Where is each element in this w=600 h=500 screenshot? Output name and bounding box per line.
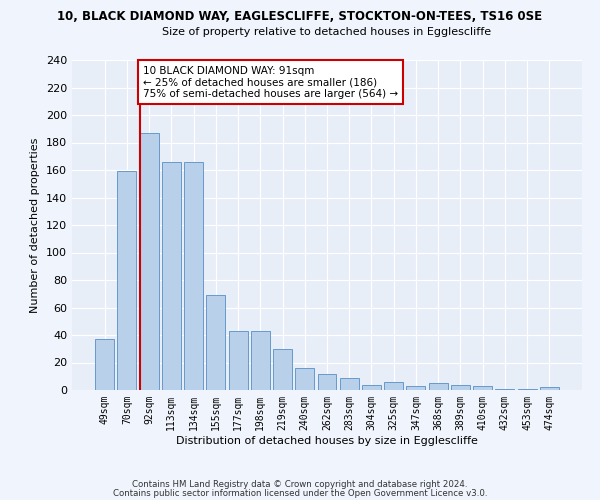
Text: 10 BLACK DIAMOND WAY: 91sqm
← 25% of detached houses are smaller (186)
75% of se: 10 BLACK DIAMOND WAY: 91sqm ← 25% of det… [143,66,398,98]
Bar [473,386,492,390]
Text: Contains HM Land Registry data © Crown copyright and database right 2024.: Contains HM Land Registry data © Crown c… [132,480,468,489]
Bar [362,384,381,390]
Bar [95,339,114,390]
Bar [118,172,136,390]
Bar [540,387,559,390]
Bar [184,162,203,390]
Bar [317,374,337,390]
Bar [206,295,225,390]
Bar [162,162,181,390]
Bar [429,383,448,390]
Bar [406,386,425,390]
Bar [384,382,403,390]
Bar [340,378,359,390]
Text: Contains public sector information licensed under the Open Government Licence v3: Contains public sector information licen… [113,488,487,498]
Bar [295,368,314,390]
Title: Size of property relative to detached houses in Egglescliffe: Size of property relative to detached ho… [163,27,491,37]
Bar [496,388,514,390]
Bar [140,133,158,390]
X-axis label: Distribution of detached houses by size in Egglescliffe: Distribution of detached houses by size … [176,436,478,446]
Bar [273,349,292,390]
Bar [251,331,270,390]
Bar [451,384,470,390]
Bar [518,388,536,390]
Y-axis label: Number of detached properties: Number of detached properties [31,138,40,312]
Text: 10, BLACK DIAMOND WAY, EAGLESCLIFFE, STOCKTON-ON-TEES, TS16 0SE: 10, BLACK DIAMOND WAY, EAGLESCLIFFE, STO… [58,10,542,23]
Bar [229,331,248,390]
